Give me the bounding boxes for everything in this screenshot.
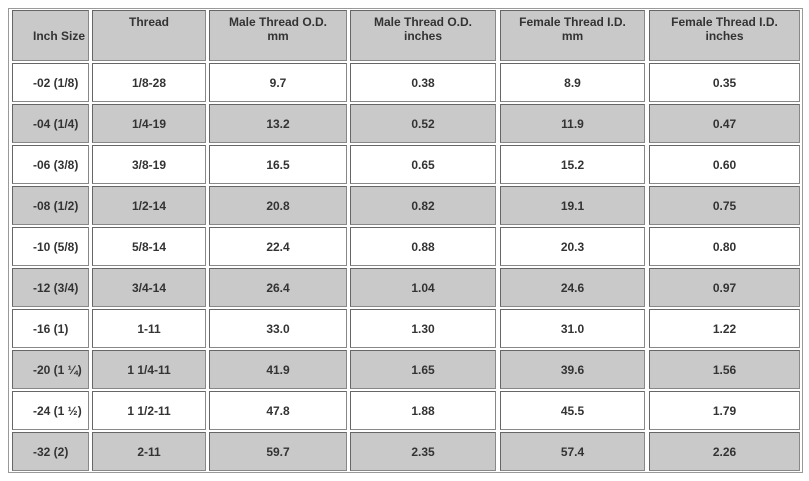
table-cell: 19.1 <box>500 186 645 225</box>
table-cell: 39.6 <box>500 350 645 389</box>
table-cell: 0.35 <box>649 63 800 102</box>
table-cell: -10 (5/8) <box>12 227 89 266</box>
table-cell: 1.65 <box>350 350 496 389</box>
header-cell: Female Thread I.D. mm <box>500 10 645 61</box>
table-cell: 26.4 <box>209 268 347 307</box>
table-cell: 1/2-14 <box>92 186 206 225</box>
table-cell: -24 (1 ½) <box>12 391 89 430</box>
table-cell: 1/4-19 <box>92 104 206 143</box>
table-cell: 1.88 <box>350 391 496 430</box>
table-cell: 20.3 <box>500 227 645 266</box>
table-cell: 1 1/2-11 <box>92 391 206 430</box>
table-cell: 0.38 <box>350 63 496 102</box>
table-cell: -20 (1 ¼) <box>12 350 89 389</box>
table-cell: 2-11 <box>92 432 206 471</box>
header-cell: Male Thread O.D. mm <box>209 10 347 61</box>
table-cell: 47.8 <box>209 391 347 430</box>
table-cell: 5/8-14 <box>92 227 206 266</box>
table-cell: 31.0 <box>500 309 645 348</box>
table-cell: 1.22 <box>649 309 800 348</box>
table-cell: -02 (1/8) <box>12 63 89 102</box>
table-cell: 0.80 <box>649 227 800 266</box>
table-cell: 0.52 <box>350 104 496 143</box>
header-cell: Inch Size <box>12 10 89 61</box>
table-cell: 1-11 <box>92 309 206 348</box>
table-cell: 41.9 <box>209 350 347 389</box>
table-cell: 24.6 <box>500 268 645 307</box>
table-cell: 20.8 <box>209 186 347 225</box>
table-cell: 22.4 <box>209 227 347 266</box>
table-cell: 2.26 <box>649 432 800 471</box>
table-cell: -32 (2) <box>12 432 89 471</box>
table-cell: 11.9 <box>500 104 645 143</box>
header-cell: Male Thread O.D. inches <box>350 10 496 61</box>
table-cell: 3/8-19 <box>92 145 206 184</box>
table-cell: 3/4-14 <box>92 268 206 307</box>
header-cell: Female Thread I.D. inches <box>649 10 800 61</box>
table-cell: 0.75 <box>649 186 800 225</box>
table-cell: 9.7 <box>209 63 347 102</box>
table-cell: 0.82 <box>350 186 496 225</box>
table: Inch Size Thread Male Thread O.D. mm Male T… <box>8 8 803 473</box>
table-cell: -12 (3/4) <box>12 268 89 307</box>
table-cell: 2.35 <box>350 432 496 471</box>
table-cell: 45.5 <box>500 391 645 430</box>
table-cell: 1.79 <box>649 391 800 430</box>
table-cell: 13.2 <box>209 104 347 143</box>
table-cell: 0.88 <box>350 227 496 266</box>
table-cell: 0.60 <box>649 145 800 184</box>
table-cell: 0.97 <box>649 268 800 307</box>
table-cell: 59.7 <box>209 432 347 471</box>
table-cell: -04 (1/4) <box>12 104 89 143</box>
table-cell: -16 (1) <box>12 309 89 348</box>
table-cell: 1/8-28 <box>92 63 206 102</box>
table-cell: 1.04 <box>350 268 496 307</box>
table-cell: 0.47 <box>649 104 800 143</box>
table-cell: 1 1/4-11 <box>92 350 206 389</box>
table-cell: -08 (1/2) <box>12 186 89 225</box>
table-cell: -06 (3/8) <box>12 145 89 184</box>
table-cell: 57.4 <box>500 432 645 471</box>
table-cell: 8.9 <box>500 63 645 102</box>
table-cell: 1.30 <box>350 309 496 348</box>
table-cell: 16.5 <box>209 145 347 184</box>
table-cell: 15.2 <box>500 145 645 184</box>
table-cell: 0.65 <box>350 145 496 184</box>
table-cell: 33.0 <box>209 309 347 348</box>
header-cell: Thread <box>92 10 206 61</box>
table-cell: 1.56 <box>649 350 800 389</box>
